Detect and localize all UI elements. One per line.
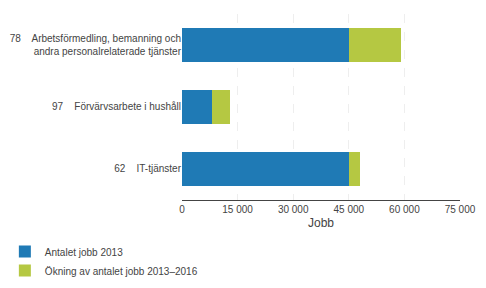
svg-text:15 000: 15 000	[222, 204, 253, 215]
svg-text:30 000: 30 000	[278, 204, 309, 215]
svg-text:78 Arbetsförmedling, bemann: 78 Arbetsförmedling, bemanning och andra…	[10, 33, 182, 57]
svg-text:62 IT-tjänster: 62 IT-tjänster	[114, 163, 181, 174]
svg-text:97 Förvärvsarbete i hushåll: 97 Förvärvsarbete i hushåll	[52, 101, 181, 112]
svg-text:0: 0	[179, 204, 185, 215]
svg-text:Ökning av antalet jobb 2013–20: Ökning av antalet jobb 2013–2016	[45, 266, 198, 277]
svg-text:45 000: 45 000	[334, 204, 365, 215]
svg-text:Jobb: Jobb	[308, 216, 334, 230]
svg-text:60 000: 60 000	[389, 204, 420, 215]
svg-text:75 000: 75 000	[445, 204, 476, 215]
svg-text:Antalet jobb 2013: Antalet jobb 2013	[45, 247, 123, 258]
